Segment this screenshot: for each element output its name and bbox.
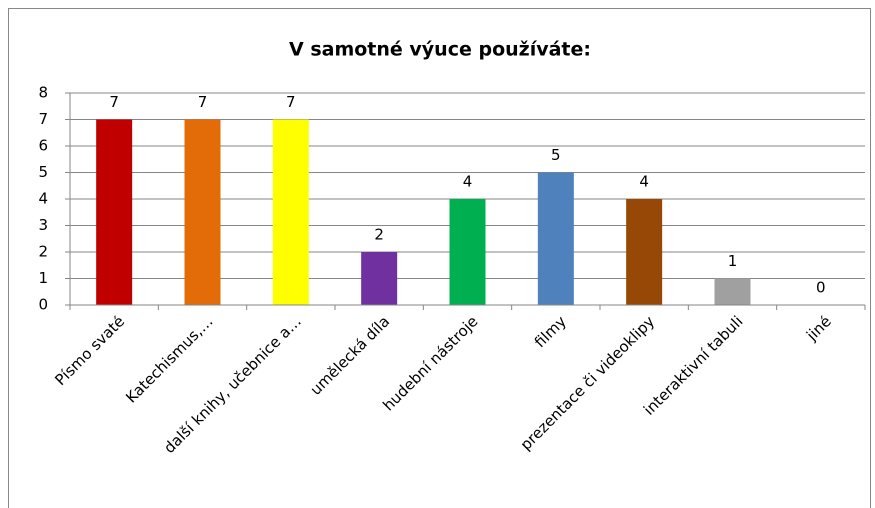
data-label: 1: [728, 252, 738, 270]
y-tick-label: 6: [38, 137, 48, 155]
data-label: 5: [551, 146, 561, 164]
y-tick-label: 0: [38, 296, 48, 314]
bar: [96, 119, 133, 305]
bar: [272, 119, 309, 305]
bar: [184, 119, 221, 305]
chart-frame: [8, 8, 871, 508]
data-label: 4: [639, 173, 649, 191]
bar: [449, 199, 486, 305]
y-tick-label: 2: [38, 243, 48, 261]
data-label: 7: [109, 93, 119, 111]
data-label: 7: [198, 93, 208, 111]
data-label: 0: [816, 279, 826, 297]
y-tick-label: 3: [38, 216, 48, 234]
bar: [537, 172, 574, 305]
y-tick-label: 4: [38, 190, 48, 208]
y-tick-label: 5: [38, 163, 48, 181]
y-tick-label: 8: [38, 84, 48, 102]
chart-title: V samotné výuce používáte:: [289, 39, 591, 61]
bar: [626, 199, 663, 305]
y-tick-label: 7: [38, 110, 48, 128]
bar: [714, 278, 751, 305]
y-tick-label: 1: [38, 269, 48, 287]
data-label: 7: [286, 93, 296, 111]
data-label: 2: [374, 226, 384, 244]
data-label: 4: [463, 173, 473, 191]
bar: [361, 252, 398, 305]
